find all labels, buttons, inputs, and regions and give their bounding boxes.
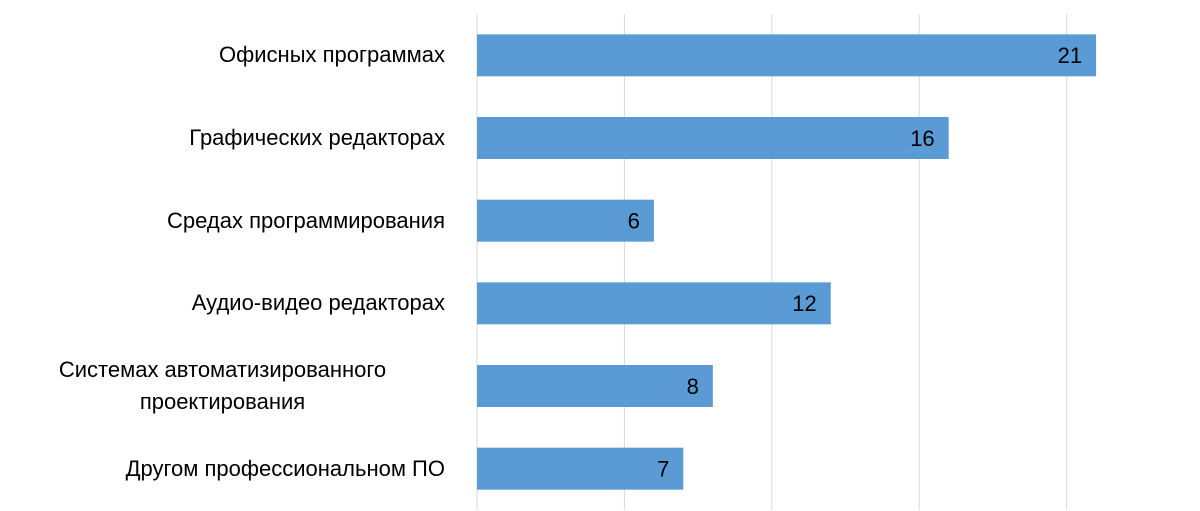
data-label: 21 — [1058, 43, 1082, 68]
data-label: 12 — [792, 291, 816, 316]
data-label: 16 — [910, 126, 934, 151]
category-text: Средах программирования — [167, 207, 445, 233]
category-label: Другом профессиональном ПО — [0, 427, 445, 510]
bar — [477, 199, 654, 242]
category-label: Графических редакторах — [0, 97, 445, 180]
category-text: Графических редакторах — [189, 124, 445, 150]
category-text: Офисных программах — [219, 42, 445, 68]
category-label: Системах автоматизированного проектирова… — [0, 345, 445, 428]
bar — [477, 34, 1097, 77]
bar — [477, 365, 713, 407]
category-text: Системах автоматизированного проектирова… — [58, 356, 387, 414]
category-label: Средах программирования — [0, 179, 445, 262]
data-label: 7 — [657, 456, 669, 481]
category-label: Офисных программах — [0, 14, 445, 97]
bar — [477, 282, 831, 325]
data-label: 8 — [687, 374, 699, 399]
category-text: Аудио-видео редакторах — [191, 290, 445, 316]
category-label: Аудио-видео редакторах — [0, 262, 445, 345]
category-text: Другом профессиональном ПО — [125, 455, 445, 481]
data-label: 6 — [628, 208, 640, 233]
bar — [477, 447, 684, 490]
bar — [477, 117, 949, 159]
